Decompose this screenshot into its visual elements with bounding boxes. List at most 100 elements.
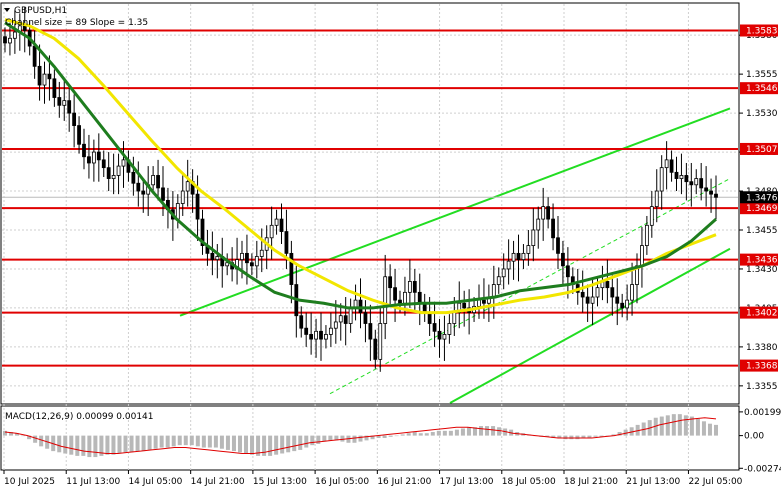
- candle-body-down: [343, 315, 348, 324]
- candle-body-up: [447, 323, 452, 335]
- price-tick-label: 1.3380: [746, 343, 778, 353]
- candle: [561, 240, 565, 285]
- candle: [407, 259, 412, 308]
- candle-body-up: [121, 159, 126, 167]
- candle-body-down: [427, 312, 432, 324]
- candle: [551, 203, 555, 251]
- macd-bar: [491, 426, 496, 436]
- candle: [200, 209, 205, 255]
- channel-mid-line: [329, 178, 731, 395]
- macd-bar: [63, 435, 68, 454]
- macd-bar: [231, 435, 236, 452]
- candle-body-down: [417, 291, 422, 304]
- time-tick-label: 15 Jul 13:00: [253, 477, 307, 487]
- candle: [274, 209, 279, 235]
- dropdown-triangle-icon[interactable]: [4, 8, 10, 12]
- candle-body-down: [580, 291, 585, 298]
- candle-body-up: [491, 284, 496, 298]
- candle-body-up: [659, 167, 664, 192]
- macd-bar: [111, 435, 116, 455]
- macd-bar: [358, 435, 363, 442]
- ma-yellow-line: [4, 18, 717, 315]
- macd-bar: [599, 435, 604, 437]
- level-label: 1.3368: [746, 362, 778, 372]
- candle-body-down: [195, 193, 200, 220]
- macd-bar: [250, 435, 255, 455]
- candle-body-up: [215, 256, 220, 261]
- macd-bar: [497, 427, 502, 436]
- level-label-bg: [740, 306, 778, 319]
- candle: [111, 153, 116, 195]
- main-plot-frame: [0, 2, 740, 405]
- macd-bar: [400, 434, 405, 436]
- candle-body-down: [304, 327, 309, 335]
- candle: [314, 318, 318, 358]
- candle: [373, 329, 378, 369]
- macd-bar: [195, 435, 200, 447]
- macd-bar: [563, 435, 568, 440]
- candle: [457, 281, 462, 329]
- chart-header: GBPUSD,H1 Channel size = 89 Slope = 1.35: [4, 6, 148, 28]
- candle: [442, 315, 447, 361]
- candle: [141, 178, 146, 213]
- candle-body-up: [541, 206, 546, 220]
- level-label: 1.3507: [746, 145, 778, 155]
- candle-body-up: [324, 334, 328, 340]
- macd-bar: [123, 435, 128, 453]
- macd-bar: [225, 435, 230, 450]
- candle-body-up: [185, 181, 190, 192]
- macd-bar: [135, 435, 140, 452]
- candle-body-up: [175, 203, 180, 220]
- candle: [126, 150, 131, 182]
- macd-bar: [671, 414, 676, 436]
- time-tick-label: 21 Jul 13:00: [626, 477, 680, 487]
- macd-bar: [448, 430, 453, 436]
- candle: [62, 78, 67, 121]
- level-label: 1.3436: [746, 256, 778, 266]
- macd-bar: [460, 428, 465, 436]
- candle: [467, 289, 472, 335]
- candle: [462, 290, 467, 327]
- macd-bar: [677, 414, 682, 436]
- moving-averages: [4, 18, 717, 315]
- candle-body-up: [496, 276, 501, 285]
- macd-bar: [623, 429, 628, 436]
- candle-body-down: [398, 299, 402, 304]
- candle-body-down: [669, 159, 674, 173]
- candle-body-down: [279, 218, 284, 232]
- candle: [52, 69, 57, 107]
- macd-bar: [364, 435, 369, 441]
- candle: [121, 141, 126, 188]
- candle-body-up: [595, 287, 600, 298]
- candle: [116, 153, 121, 195]
- candle-body-up: [664, 159, 669, 169]
- channel-upper-line: [179, 107, 731, 317]
- candle-body-down: [561, 252, 565, 267]
- candle: [358, 278, 363, 329]
- candle: [516, 234, 521, 282]
- candle-body-up: [526, 245, 531, 254]
- candle-body-down: [373, 338, 378, 360]
- macd-tick-label: 0.00: [744, 432, 764, 442]
- candle-body-down: [131, 171, 136, 184]
- candle-body-up: [254, 256, 259, 267]
- candle: [664, 141, 669, 190]
- macd-bar: [551, 435, 556, 438]
- candle-body-down: [674, 171, 679, 179]
- candle-body-up: [328, 327, 333, 335]
- candle: [245, 234, 249, 285]
- candle: [264, 225, 269, 269]
- macd-bar: [611, 434, 616, 436]
- level-label: 1.3546: [746, 84, 778, 94]
- macd-bar: [159, 435, 164, 448]
- candle: [689, 162, 694, 207]
- candle: [714, 175, 718, 220]
- macd-bar: [147, 435, 152, 450]
- candle-body-up: [333, 321, 338, 329]
- candle: [575, 268, 580, 305]
- candle-body-down: [284, 231, 289, 254]
- level-label-bg: [740, 24, 778, 37]
- candle: [180, 175, 185, 216]
- macd-bar: [581, 435, 586, 438]
